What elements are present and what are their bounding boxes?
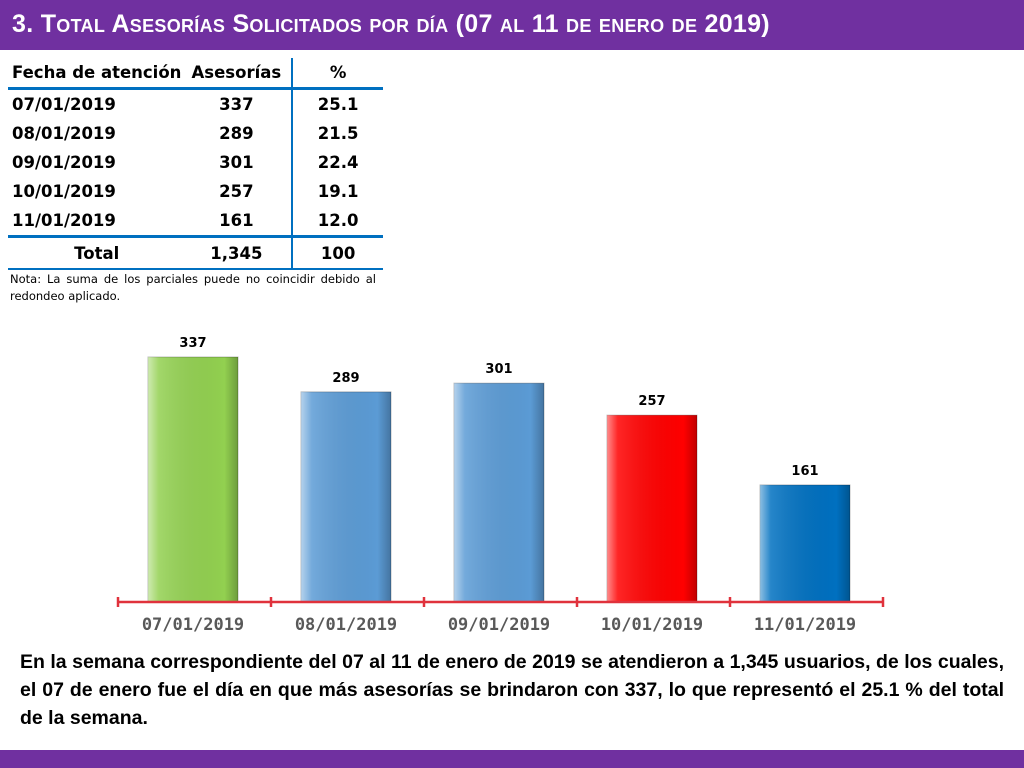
cell-count: 289 [219,124,254,143]
total-count: 1,345 [181,235,293,270]
cell-pct: 22.4 [291,148,383,177]
header-fecha: Fecha de atención [12,63,182,82]
category-label: 09/01/2019 [448,615,550,635]
data-table-container: Fecha de atención Asesorías % 07/01/2019… [8,58,383,270]
rounding-note: Nota: La suma de los parciales puede no … [10,272,376,303]
table-row: 07/01/2019 337 25.1 [8,88,383,119]
table-row: 09/01/2019 301 22.4 [8,148,383,177]
footer-bar [0,750,1024,768]
cell-date: 10/01/2019 [12,182,116,201]
cell-count: 257 [219,182,254,201]
data-label: 161 [791,464,818,479]
table-row: 11/01/2019 161 12.0 [8,206,383,237]
cell-date: 09/01/2019 [12,153,116,172]
bar-chart: 337 07/01/2019 289 08/01/2019 301 09/01/2019 2… [100,325,900,650]
cell-count: 337 [219,95,254,114]
bar-shine [148,357,238,602]
cell-pct: 21.5 [291,119,383,148]
page-title: 3. Total Asesorías Solicitados por día (… [12,10,770,38]
table-header-row: Fecha de atención Asesorías % [8,58,383,89]
category-label: 10/01/2019 [601,615,703,635]
table-row: 10/01/2019 257 19.1 [8,177,383,206]
total-pct: 100 [291,235,383,270]
bar-shine [760,484,850,602]
data-label: 289 [332,371,359,386]
bar-shine [607,415,697,602]
cell-date: 07/01/2019 [12,95,116,114]
data-label: 301 [485,362,512,377]
bar-chart-svg: 337 07/01/2019 289 08/01/2019 301 09/01/2019 2… [116,336,885,635]
category-label: 07/01/2019 [142,615,244,635]
asesorias-table: Fecha de atención Asesorías % 07/01/2019… [8,58,383,270]
table-row: 08/01/2019 289 21.5 [8,119,383,148]
category-label: 11/01/2019 [754,615,856,635]
cell-count: 161 [219,211,254,230]
data-label: 337 [179,336,206,351]
bar-shine [454,383,544,602]
category-label: 08/01/2019 [295,615,397,635]
table-total-row: Total 1,345 100 [8,235,383,270]
cell-pct: 25.1 [291,88,383,119]
cell-date: 11/01/2019 [12,211,116,230]
bar-shine [301,391,391,602]
cell-pct: 12.0 [291,206,383,237]
summary-paragraph: En la semana correspondiente del 07 al 1… [20,651,1004,729]
data-label: 257 [638,394,665,409]
title-bar: 3. Total Asesorías Solicitados por día (… [0,0,1024,50]
cell-pct: 19.1 [291,177,383,206]
header-percent: % [291,58,383,89]
cell-date: 08/01/2019 [12,124,116,143]
total-label: Total [8,235,182,270]
header-asesorias: Asesorías [191,63,282,82]
cell-count: 301 [219,153,254,172]
